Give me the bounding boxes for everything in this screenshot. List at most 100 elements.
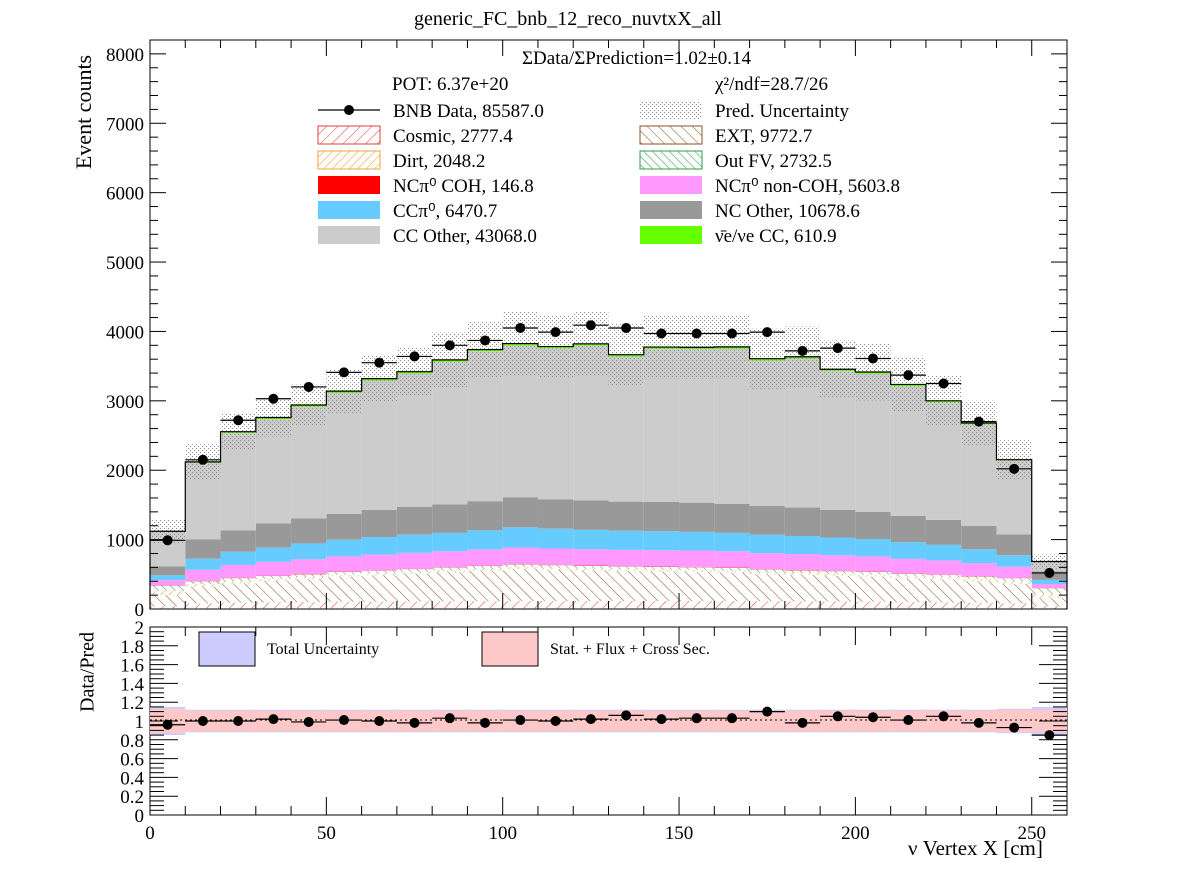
stack-bar-cosmic (220, 602, 256, 609)
y-tick-label: 7000 (106, 114, 144, 135)
stack-bar-nc_other (185, 539, 221, 559)
legend-swatch-dirt (317, 150, 381, 170)
stack-bar-cc_pi0 (185, 558, 221, 570)
stack-bar-cosmic (326, 601, 362, 609)
legend-label-outfv: Out FV, 2732.5 (715, 151, 832, 172)
stack-bar-outfv (961, 576, 997, 580)
stack-bar-nc_pi0_noncoh (1031, 584, 1067, 588)
stack-bar-ext (185, 586, 221, 604)
ratio-point (480, 717, 491, 728)
stack-bar-ext (749, 574, 785, 602)
ratio-y-tick-label: 0.4 (120, 768, 144, 789)
stack-bar-outfv (714, 567, 750, 571)
stack-bar-nc_other (996, 534, 1032, 556)
ratio-point (903, 715, 914, 726)
data-point (797, 345, 808, 356)
data-point (903, 370, 914, 381)
legend-swatch-unc (640, 101, 702, 119)
ratio-y-tick-label: 1 (135, 712, 145, 733)
stack-bar-dirt (608, 569, 644, 572)
stack-bar-nc_other (961, 525, 997, 550)
stack-bar-ext (820, 575, 856, 602)
ratio-legend-swatch-total_unc_band (198, 631, 256, 667)
y-tick-label: 8000 (106, 45, 144, 66)
x-tick-label: 150 (665, 823, 694, 844)
ratio-point (409, 717, 420, 728)
stack-bar-cosmic (890, 602, 926, 609)
legend-swatch-nc_pi0_noncoh (640, 176, 702, 194)
stack-bar-outfv (502, 564, 538, 568)
ratio-y-tick-label: 1.6 (120, 656, 144, 677)
stack-bar-nc_other (784, 507, 821, 537)
x-tick-label: 50 (317, 823, 336, 844)
stack-bar-outfv (220, 578, 256, 581)
stack-bar-ext (361, 575, 397, 602)
stack-bar-outfv (855, 572, 891, 575)
ratio-y-tick-label: 1.8 (120, 637, 144, 658)
legend-label-nc_pi0_coh: NCπ⁰ COH, 146.8 (393, 176, 534, 197)
stack-bar-nc_pi0_noncoh (361, 554, 397, 571)
legend-label-unc: Pred. Uncertainty (715, 101, 850, 122)
stack-bar-outfv (749, 569, 785, 573)
ratio-y-tick-label: 1.2 (120, 693, 144, 714)
stack-bar-cosmic (255, 602, 292, 609)
stack-bar-cc_pi0 (502, 527, 538, 548)
stack-bar-nc_pi0_noncoh (996, 566, 1032, 578)
ratio-y-tick-label: 1.4 (120, 674, 144, 695)
stack-bar-nc_other (820, 509, 856, 538)
stack-bar-nc_pi0_noncoh (537, 548, 574, 565)
x-tick-label: 0 (145, 823, 155, 844)
data-point (303, 381, 314, 392)
stack-bar-ext (961, 581, 997, 603)
data-point (1044, 567, 1055, 578)
stack-bar-cosmic (784, 601, 821, 609)
stack-bar-nc_other (608, 501, 644, 531)
ratio-y-tick-label: 0.2 (120, 787, 144, 808)
stack-bar-ext (537, 569, 574, 602)
y-tick-label: 0 (135, 600, 145, 621)
stack-bar-dirt (643, 569, 680, 572)
stack-bar-cc_other (396, 373, 433, 507)
ratio-axes: 00.20.40.60.811.21.41.61.82 0 50 100 150 200 2… (120, 618, 1068, 844)
ratio-point (303, 716, 314, 727)
stack-bar-nc_pi0_noncoh (220, 564, 256, 578)
stack-bar-ext (679, 571, 715, 602)
stack-bar-outfv (925, 574, 962, 578)
stack-bar-cosmic (467, 601, 503, 609)
ratio-point (550, 716, 561, 726)
stack-bar-cc_pi0 (150, 575, 186, 581)
stack-bar-outfv (1031, 588, 1067, 594)
stack-bar-ext (1031, 597, 1067, 607)
stack-bar-cc_pi0 (326, 539, 362, 557)
stack-bar-cosmic (150, 606, 186, 609)
stack-bar-cc_pi0 (996, 555, 1032, 567)
stack-bar-cosmic (291, 602, 327, 609)
stack-bar-cc_pi0 (890, 542, 926, 559)
ratio-points (150, 706, 1067, 741)
stack-bar-dirt (820, 573, 856, 576)
ratio-point (444, 713, 455, 724)
stack-bar-outfv (820, 571, 856, 574)
stack-bar-nc_pi0_noncoh (714, 551, 750, 568)
data-point (162, 535, 173, 546)
data-points (150, 320, 1067, 578)
stack-bar-cc_pi0 (855, 539, 891, 557)
stack-bar-ext (150, 595, 186, 607)
stack-bar-cosmic (714, 601, 750, 609)
stack-bar-nc_pi0_noncoh (185, 569, 221, 581)
stack-bar-outfv (573, 565, 609, 569)
stack-bar-nc_other (467, 501, 503, 531)
stack-bar-ext (573, 570, 609, 602)
stack-bar-nc_pi0_noncoh (643, 550, 680, 567)
stack-bar-nc_pi0_noncoh (291, 559, 327, 574)
stack-bar-nc_other (255, 523, 292, 548)
stack-bar-cc_pi0 (608, 530, 644, 550)
legend-swatch-outfv (639, 150, 703, 170)
stack-bar-cc_other (326, 392, 362, 514)
stack-bar-nc_pi0_noncoh (890, 558, 926, 574)
stack-bar-nc_pi0_noncoh (784, 554, 821, 571)
y-tick-label: 5000 (106, 253, 144, 274)
stack-bar-cc_pi0 (467, 530, 503, 550)
prediction-outline (149, 342, 1068, 609)
prediction-step-line (149, 342, 1068, 609)
